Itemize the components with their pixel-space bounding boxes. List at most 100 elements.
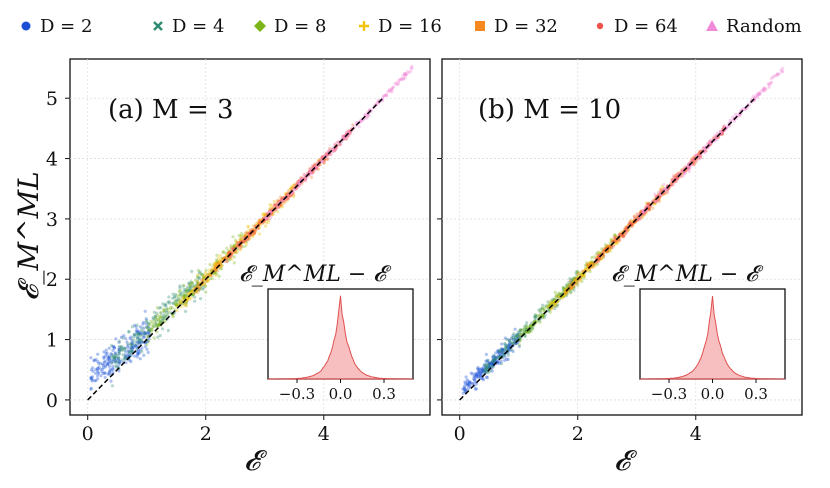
data-point (672, 182, 676, 187)
data-point (175, 299, 179, 303)
data-point (164, 303, 168, 308)
data-point (190, 289, 194, 293)
data-point (501, 352, 505, 356)
data-point (274, 203, 278, 207)
data-point (236, 240, 240, 245)
panel-a-frame (69, 58, 431, 416)
data-point (550, 302, 554, 306)
data-point (132, 333, 136, 337)
data-point (465, 383, 469, 387)
data-point (215, 263, 219, 267)
data-point (503, 355, 507, 359)
data-point (113, 355, 117, 359)
data-point (600, 247, 604, 251)
data-point (237, 233, 241, 238)
data-point (463, 384, 467, 388)
data-point (590, 259, 594, 263)
data-point (404, 72, 408, 77)
data-point (254, 228, 258, 232)
data-point (147, 329, 151, 333)
data-point (109, 361, 113, 365)
data-point (189, 289, 193, 293)
data-point (307, 170, 311, 174)
data-point (120, 346, 124, 350)
data-point (186, 297, 190, 301)
data-point (114, 365, 118, 369)
data-point (146, 331, 150, 335)
data-point (314, 164, 318, 168)
data-point (149, 330, 153, 334)
data-point (158, 319, 162, 323)
data-point (506, 346, 510, 351)
data-point (129, 335, 133, 339)
data-point (146, 328, 150, 332)
data-point (281, 199, 285, 203)
data-point (265, 217, 269, 221)
data-point (314, 165, 318, 170)
data-point (466, 380, 470, 384)
data-point (548, 300, 552, 304)
data-point (477, 375, 481, 379)
data-point (99, 374, 103, 378)
data-point (501, 347, 505, 351)
data-point (313, 164, 317, 168)
data-point (552, 300, 556, 304)
data-point (240, 232, 244, 236)
data-point (564, 294, 568, 298)
data-point (198, 287, 202, 291)
data-point (506, 353, 511, 357)
data-point (136, 340, 140, 344)
data-point (513, 337, 517, 341)
data-point (284, 192, 288, 196)
panel-b-title: (b) M = 10 (478, 95, 621, 125)
data-point (243, 240, 248, 244)
data-point (482, 368, 486, 373)
data-point (195, 291, 199, 295)
data-point (89, 368, 93, 372)
data-point (147, 336, 151, 341)
data-point (161, 327, 165, 331)
data-point (152, 319, 156, 323)
data-point (134, 329, 138, 333)
data-point (191, 284, 195, 288)
data-point (481, 371, 485, 375)
data-point (130, 345, 134, 349)
data-point (151, 316, 155, 320)
data-point (254, 228, 258, 232)
data-point (504, 344, 508, 348)
data-point (525, 321, 529, 325)
data-point (284, 192, 288, 196)
data-point (106, 362, 110, 366)
data-point (632, 215, 636, 219)
data-point (107, 356, 111, 360)
data-point (258, 222, 262, 226)
data-point (756, 92, 760, 96)
data-point (519, 328, 523, 332)
data-point (187, 291, 191, 295)
panel-b: 0 2 4 (b) M = 10 𝓔_M^ML − 𝓔 −0.3 0.0 0.3 (437, 58, 803, 445)
data-point (184, 295, 188, 299)
data-point (486, 362, 490, 366)
data-point (200, 273, 204, 277)
y-tick-label: 5 (46, 88, 58, 110)
data-point (166, 307, 170, 311)
data-point (194, 278, 198, 283)
data-point (216, 256, 221, 260)
data-point (239, 237, 243, 241)
data-point (297, 180, 301, 184)
data-point (529, 329, 533, 333)
data-point (534, 316, 538, 320)
data-point (547, 309, 551, 313)
data-point (382, 94, 386, 98)
data-point (490, 360, 494, 364)
data-point (314, 164, 318, 169)
data-point (135, 323, 139, 327)
data-point (246, 229, 250, 233)
x-tick-label: 4 (690, 423, 702, 445)
data-point (227, 251, 231, 255)
data-point (113, 355, 117, 359)
data-point (363, 112, 368, 116)
data-point (516, 332, 520, 337)
data-point (137, 339, 141, 343)
data-point (322, 160, 326, 165)
